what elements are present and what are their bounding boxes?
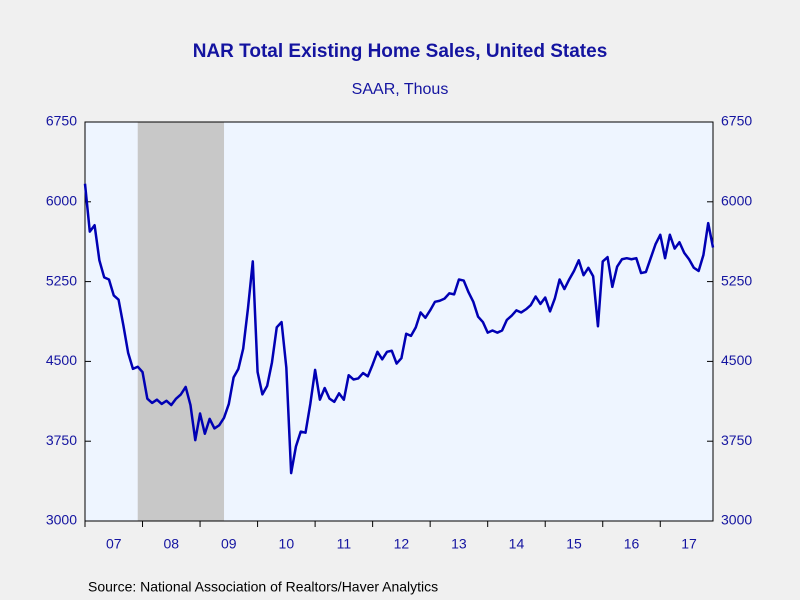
x-tick-label: 11 (337, 536, 352, 552)
y-tick-label: 6000 (46, 193, 77, 209)
x-tick-label: 13 (451, 536, 467, 552)
x-tick-label: 15 (566, 536, 582, 552)
x-tick-label: 10 (279, 536, 295, 552)
y2-tick-label: 6000 (721, 193, 752, 209)
plot-frame (84, 121, 714, 522)
y-tick-label: 3000 (46, 512, 77, 528)
y2-tick-label: 3000 (721, 512, 752, 528)
y-tick-label: 5250 (46, 272, 77, 288)
x-tick-label: 16 (624, 536, 640, 552)
x-tick-label: 12 (394, 536, 410, 552)
x-tick-label: 07 (106, 536, 122, 552)
y2-tick-label: 5250 (721, 272, 752, 288)
chart-title: NAR Total Existing Home Sales, United St… (193, 41, 608, 62)
source-note: Source: National Association of Realtors… (88, 579, 438, 595)
y2-tick-label: 4500 (721, 352, 752, 368)
y-tick-label: 3750 (46, 432, 77, 448)
x-tick-label: 17 (681, 536, 697, 552)
x-tick-label: 09 (221, 536, 237, 552)
x-tick-label: 14 (509, 536, 525, 552)
y2-tick-label: 6750 (721, 113, 752, 129)
x-tick-label: 08 (164, 536, 180, 552)
y-tick-label: 4500 (46, 352, 77, 368)
y2-tick-label: 3750 (721, 432, 752, 448)
recession-shading (137, 122, 225, 521)
y-tick-label: 6750 (46, 113, 77, 129)
chart-subtitle: SAAR, Thous (352, 81, 449, 98)
data-line (83, 183, 715, 475)
